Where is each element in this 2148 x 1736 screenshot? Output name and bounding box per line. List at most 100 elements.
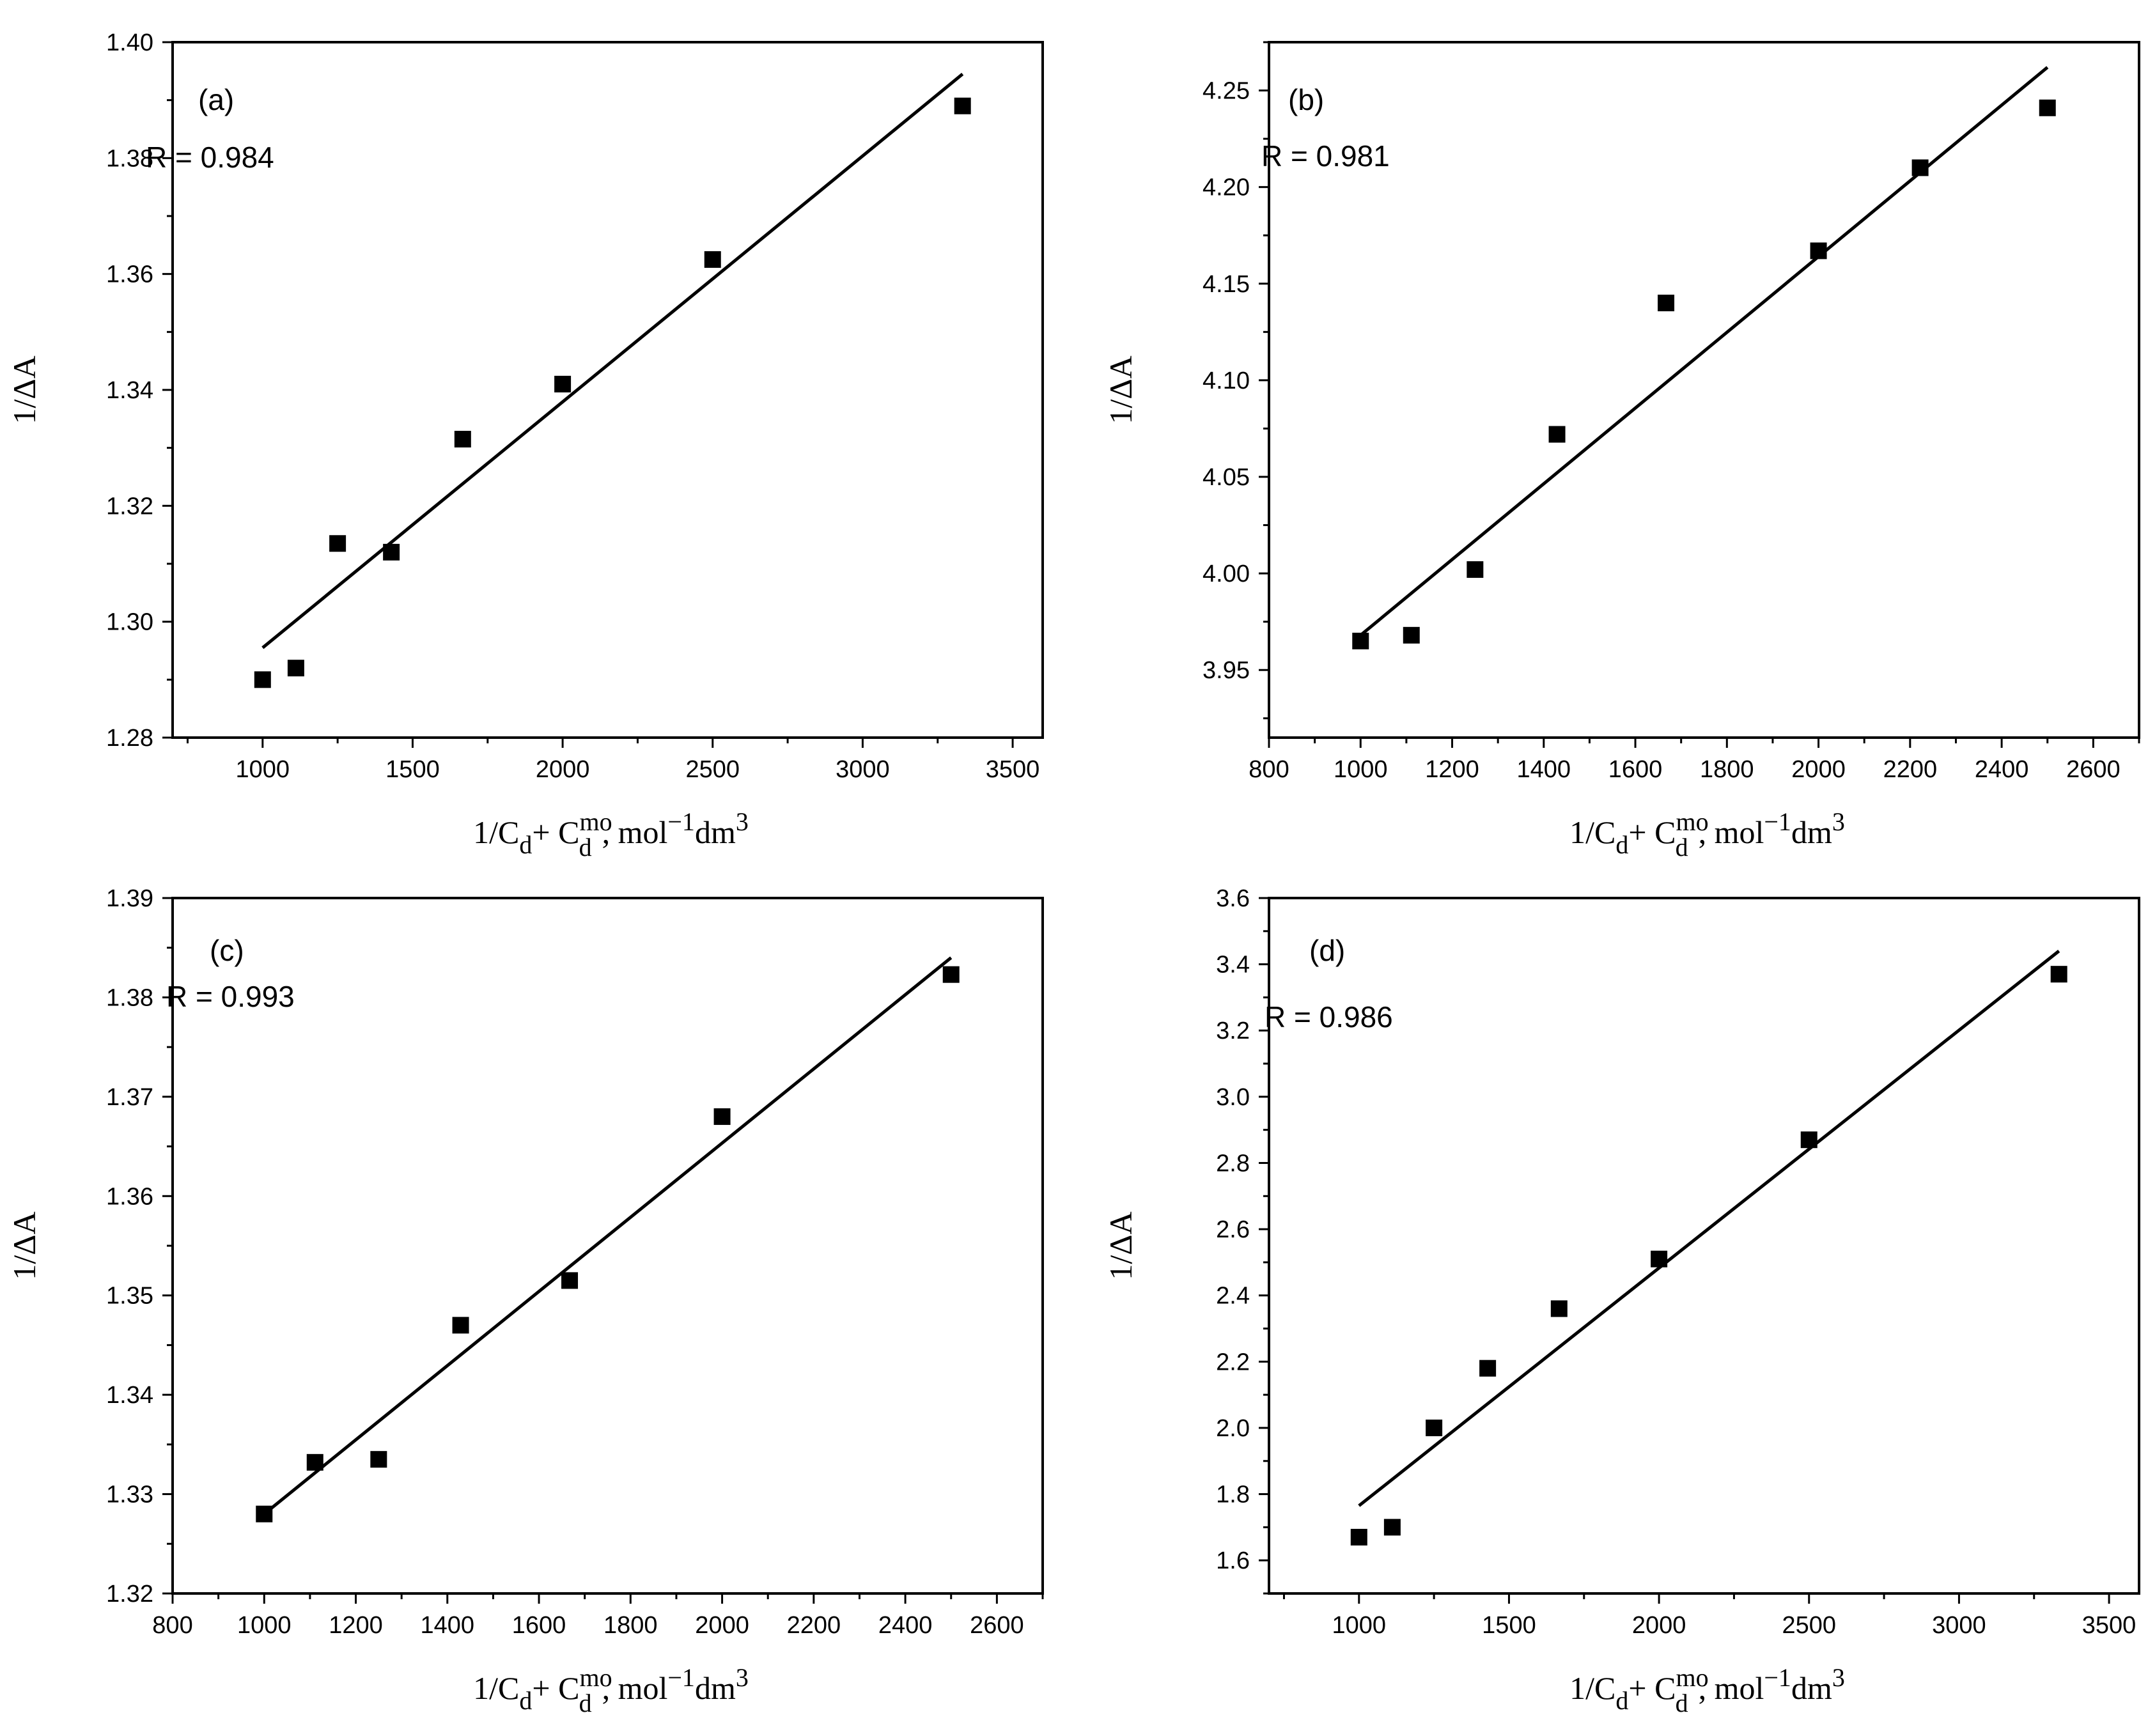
data-point [329, 535, 346, 552]
y-tick-label: 2.8 [1216, 1150, 1250, 1177]
data-point [370, 1451, 387, 1468]
r-value-annotation: R = 0.984 [146, 141, 274, 174]
data-point [1352, 632, 1369, 649]
y-tick-label: 3.0 [1216, 1084, 1250, 1111]
data-point [561, 1272, 579, 1289]
fit-line [261, 72, 964, 649]
y-tick-label: 2.0 [1216, 1415, 1250, 1442]
r-value-annotation: R = 0.993 [166, 980, 295, 1013]
x-tick-label: 1800 [603, 1612, 658, 1639]
data-point [254, 671, 271, 688]
y-tick-label: 4.00 [1202, 561, 1250, 587]
panel-label: (a) [198, 83, 234, 116]
y-tick-label: 1.6 [1216, 1547, 1250, 1574]
y-tick-label: 1.36 [106, 1183, 153, 1210]
y-tick-label: 1.33 [106, 1482, 153, 1508]
y-tick-label: 4.20 [1202, 174, 1250, 201]
fit-line [263, 956, 953, 1515]
data-point [1800, 1131, 1817, 1149]
y-tick-label: 2.4 [1216, 1283, 1250, 1310]
x-tick-label: 2500 [685, 756, 740, 783]
fit-line [1359, 66, 2049, 637]
x-tick-label: 2600 [970, 1612, 1024, 1639]
y-tick-label: 4.05 [1202, 464, 1250, 491]
data-point [454, 431, 471, 448]
x-tick-label: 1500 [385, 756, 440, 783]
x-tick-label: 2000 [1791, 756, 1846, 783]
data-point [942, 966, 960, 983]
x-tick-label: 3500 [2082, 1612, 2136, 1639]
chart-panel-b: 800 1000 1200 1400 1600 1800 2000 2200 2400 2600 3… [1103, 41, 2140, 862]
data-point [2050, 966, 2067, 983]
x-tick-label: 2400 [1975, 756, 2029, 783]
y-axis-label: 1/ΔA [1103, 1211, 1139, 1280]
y-tick-label: 1.34 [106, 377, 153, 404]
y-tick-label: 1.40 [106, 29, 153, 56]
y-tick-label: 3.95 [1202, 657, 1250, 684]
data-point [1810, 242, 1827, 260]
x-tick-label: 1800 [1700, 756, 1754, 783]
x-tick-label: 1600 [1608, 756, 1663, 783]
x-tick-label: 1500 [1482, 1612, 1536, 1639]
plot-frame [1268, 897, 2140, 1595]
data-point [256, 1505, 273, 1523]
y-tick-label: 1.39 [106, 885, 153, 912]
r-value-annotation: R = 0.981 [1261, 139, 1390, 173]
data-point [1383, 1519, 1401, 1536]
y-tick-label: 1.8 [1216, 1482, 1250, 1508]
x-tick-label: 1400 [421, 1612, 475, 1639]
fit-line [1358, 949, 2060, 1507]
y-tick-label: 4.25 [1202, 78, 1250, 105]
y-tick-label: 1.30 [106, 609, 153, 636]
x-axis-label: 1/Cd+ Cmo d, mol−1dm3 [1569, 807, 1845, 862]
data-point [452, 1317, 469, 1334]
y-tick-label: 1.35 [106, 1283, 153, 1310]
x-tick-label: 1000 [1332, 1612, 1387, 1639]
x-tick-label: 2200 [1883, 756, 1938, 783]
panel-label: (c) [210, 934, 244, 967]
y-tick-label: 1.38 [106, 984, 153, 1011]
y-tick-label: 3.2 [1216, 1018, 1250, 1044]
data-point [1467, 561, 1484, 578]
x-tick-label: 1400 [1517, 756, 1571, 783]
y-axis-label: 1/ΔA [6, 355, 42, 424]
x-tick-label: 1000 [236, 756, 290, 783]
data-point [2039, 99, 2056, 116]
data-point [1658, 295, 1675, 311]
x-tick-label: 3000 [1932, 1612, 1986, 1639]
plot-frame [1268, 41, 2140, 739]
data-point [1548, 426, 1566, 443]
y-tick-label: 1.32 [106, 493, 153, 520]
x-axis-label: 1/Cd+ Cmo d, mol−1dm3 [473, 807, 749, 862]
x-tick-label: 1000 [237, 1612, 292, 1639]
r-value-annotation: R = 0.986 [1265, 1000, 1393, 1034]
x-tick-label: 2600 [2066, 756, 2121, 783]
data-point [306, 1453, 323, 1471]
plot-frame [171, 41, 1044, 739]
data-point [1426, 1419, 1443, 1436]
x-tick-label: 800 [152, 1612, 192, 1639]
x-tick-label: 3500 [986, 756, 1040, 783]
data-point [1550, 1300, 1568, 1317]
data-point [1479, 1360, 1497, 1377]
plot-frame [171, 897, 1044, 1595]
y-tick-label: 4.10 [1202, 368, 1250, 394]
x-tick-label: 1600 [512, 1612, 566, 1639]
data-point [1911, 159, 1929, 176]
y-tick-label: 2.2 [1216, 1349, 1250, 1376]
x-tick-label: 1200 [329, 1612, 383, 1639]
y-tick-label: 1.38 [106, 145, 153, 172]
x-tick-label: 3000 [836, 756, 890, 783]
y-tick-label: 4.15 [1202, 271, 1250, 298]
y-tick-label: 1.28 [106, 725, 153, 752]
x-tick-label: 2200 [787, 1612, 841, 1639]
data-point [1350, 1528, 1367, 1546]
x-tick-label: 1000 [1334, 756, 1388, 783]
x-tick-label: 2000 [1632, 1612, 1686, 1639]
data-point [1651, 1250, 1668, 1267]
y-tick-label: 1.37 [106, 1084, 153, 1111]
x-tick-label: 2000 [695, 1612, 749, 1639]
y-tick-label: 3.6 [1216, 885, 1250, 912]
data-point [554, 375, 572, 392]
panel-label: (d) [1309, 934, 1345, 967]
